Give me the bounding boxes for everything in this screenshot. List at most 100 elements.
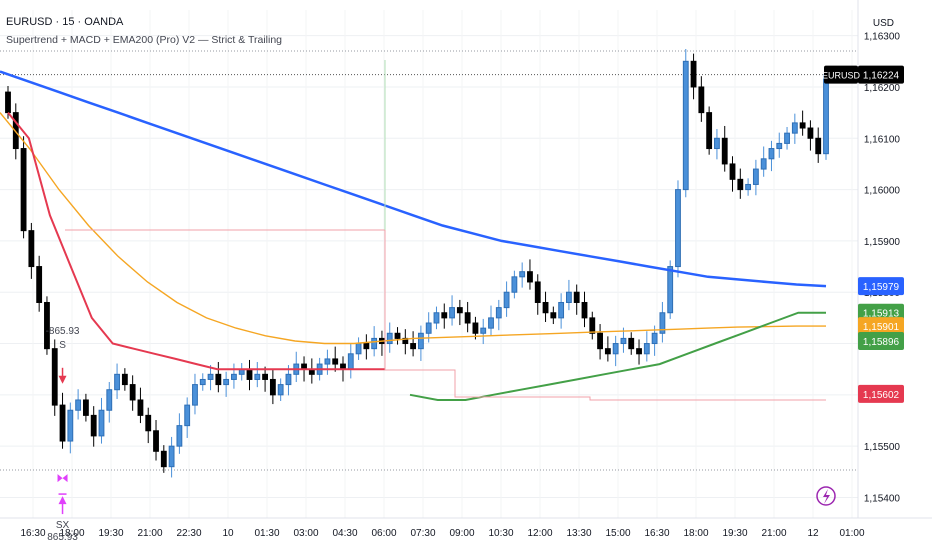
- x-tick-label: 16:30: [20, 528, 45, 539]
- candle-body: [682, 60, 689, 191]
- candle-body: [347, 353, 354, 370]
- candle-body: [760, 158, 767, 170]
- short-exit-arrow-icon: [58, 496, 67, 505]
- candle-body: [534, 281, 541, 303]
- candle-body: [799, 122, 806, 129]
- candle-body: [106, 389, 113, 411]
- candle-body: [28, 230, 35, 268]
- x-tick-label: 13:30: [566, 528, 591, 539]
- candle-body: [168, 445, 175, 468]
- short-entry-arrow-icon: [58, 375, 67, 384]
- signal-entry-sub: S: [59, 340, 66, 351]
- y-tick-label: 1,15500: [864, 442, 901, 453]
- candle-body: [5, 91, 11, 114]
- candle-body: [581, 301, 588, 319]
- candle-body: [262, 373, 269, 380]
- candle-body: [698, 86, 705, 114]
- candle-body: [791, 122, 798, 134]
- candle-body: [659, 312, 666, 334]
- ema200-line: [0, 70, 827, 288]
- candle-body: [121, 373, 128, 386]
- candle-body: [75, 399, 82, 411]
- x-tick-label: 15:00: [605, 528, 630, 539]
- candle-body: [417, 332, 424, 350]
- y-tick-label: 1,15900: [864, 237, 901, 248]
- candle-body: [90, 414, 97, 437]
- candle-body: [44, 301, 50, 350]
- candle-body: [651, 332, 658, 345]
- candle-body: [612, 343, 619, 355]
- price-tag-label: 1,15901: [863, 322, 900, 333]
- signal-exit-label: SX: [56, 520, 70, 531]
- candle-body: [114, 373, 120, 391]
- candle-body: [815, 137, 822, 155]
- candle-body: [67, 409, 74, 442]
- candle-body: [215, 373, 222, 386]
- candle-body: [285, 373, 292, 386]
- y-tick-label: 1,15400: [864, 493, 901, 504]
- candle-body: [160, 450, 167, 468]
- candle-body: [519, 271, 526, 278]
- y-tick-label: 1,16100: [864, 134, 901, 145]
- x-tick-label: 18:00: [683, 528, 708, 539]
- x-tick-label: 10: [222, 528, 234, 539]
- candle-body: [565, 291, 572, 303]
- candle-body: [12, 112, 19, 150]
- ema-short-line: [0, 112, 826, 345]
- candle-body: [620, 337, 627, 345]
- candle-body: [98, 409, 105, 437]
- short-exit-marker-icon: [57, 474, 68, 483]
- candle-body: [667, 266, 674, 314]
- candle-body: [737, 178, 744, 191]
- y-tick-label: 1,16000: [864, 186, 901, 197]
- candle-body: [784, 132, 790, 144]
- signal-entry-label: -865.93: [46, 326, 80, 337]
- price-tag: [858, 277, 904, 296]
- candle-body: [433, 312, 440, 324]
- candle-body: [503, 291, 510, 309]
- candle-body: [480, 327, 487, 334]
- candle-body: [355, 343, 362, 355]
- candle-body: [807, 127, 814, 139]
- candle-body: [675, 189, 681, 268]
- candle-body: [573, 291, 580, 303]
- price-tag: [858, 317, 904, 336]
- candle-body: [363, 343, 370, 350]
- y-tick-label: 1,16200: [864, 83, 901, 94]
- x-tick-label: 03:00: [293, 528, 318, 539]
- candle-body: [184, 404, 191, 427]
- candle-body: [752, 168, 759, 185]
- x-tick-label: 19:30: [722, 528, 747, 539]
- candle-body: [745, 183, 752, 191]
- candle-body: [129, 384, 136, 401]
- price-tag-label: 1,15602: [863, 390, 900, 401]
- price-tag-label: 1,16224: [863, 71, 900, 82]
- price-tag: [858, 384, 904, 403]
- candle-body: [153, 430, 159, 452]
- candle-body: [207, 373, 214, 380]
- candle-body: [246, 368, 253, 380]
- candle-body: [254, 373, 261, 380]
- y-tick-label: 1,16300: [864, 32, 901, 43]
- candle-body: [449, 307, 455, 319]
- candle-body: [51, 348, 58, 406]
- lightning-bolt-icon: [823, 489, 830, 504]
- candle-body: [176, 425, 183, 447]
- candle-body: [464, 312, 471, 324]
- x-tick-label: 01:30: [254, 528, 279, 539]
- candle-body: [589, 317, 596, 334]
- candle-body: [495, 307, 502, 319]
- symbol-tag: [824, 65, 858, 84]
- candle-body: [636, 348, 642, 355]
- candle-body: [472, 322, 479, 334]
- candle-body: [269, 378, 276, 396]
- candle-body: [332, 358, 339, 365]
- candle-body: [823, 74, 829, 155]
- candle-body: [706, 112, 713, 150]
- price-tag: [858, 331, 904, 350]
- signal-exit-sub: 865.93: [47, 532, 78, 543]
- candle-body: [714, 137, 720, 150]
- price-tag-label: 1,15896: [863, 337, 900, 348]
